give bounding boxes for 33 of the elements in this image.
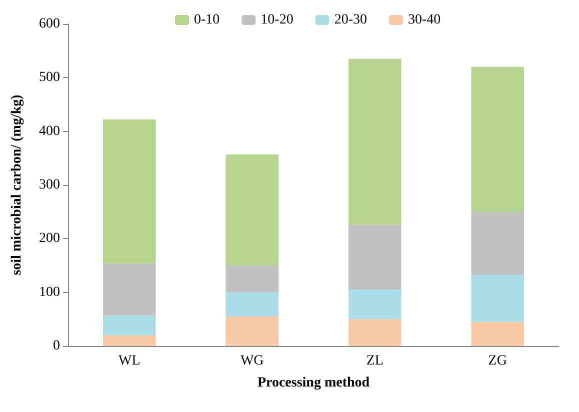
- bar: [226, 316, 279, 346]
- bar: [348, 319, 402, 346]
- bar: [102, 120, 156, 264]
- x-tick-label: ZL: [366, 354, 384, 368]
- bar: [102, 263, 156, 316]
- bar: [471, 322, 524, 346]
- bar: [348, 224, 402, 290]
- x-tick-label: WG: [240, 354, 264, 368]
- legend-label: 20-30: [334, 12, 367, 28]
- bar: [226, 154, 279, 266]
- x-tick-label: ZG: [488, 354, 507, 368]
- bar: [102, 335, 156, 346]
- y-tick-label: 600: [39, 16, 60, 32]
- legend-label: 0-10: [194, 12, 220, 28]
- legend-label: 30-40: [408, 12, 441, 28]
- bar: [348, 58, 402, 225]
- y-tick-label: 100: [39, 284, 60, 300]
- bar: [102, 315, 156, 336]
- bar: [226, 292, 279, 316]
- y-tick-label: 300: [39, 178, 60, 192]
- bar: [226, 266, 279, 292]
- x-tick-label: WL: [118, 354, 140, 368]
- y-tick-label: 200: [39, 231, 60, 246]
- y-tick-label: 400: [39, 124, 60, 139]
- bar: [471, 212, 524, 276]
- legend-label: 10-20: [260, 12, 294, 28]
- y-axis-title: soil microbial carbon/ (mg/kg): [10, 94, 24, 276]
- y-tick-label: 500: [39, 70, 60, 86]
- bar: [348, 290, 402, 320]
- x-axis-title: Processing method: [257, 376, 370, 390]
- y-tick-label: 0: [53, 338, 60, 354]
- bar: [471, 275, 524, 322]
- bar: [471, 66, 524, 212]
